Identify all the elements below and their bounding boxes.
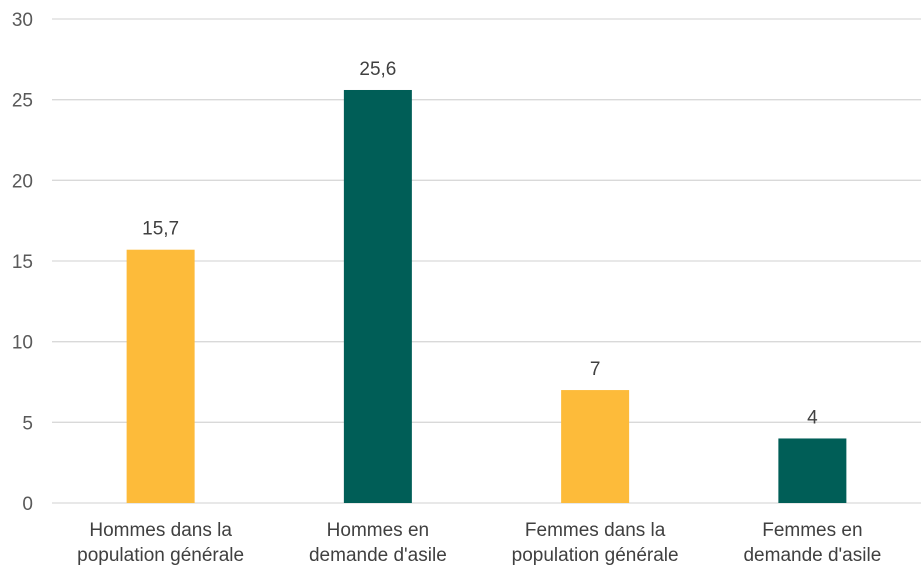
bar: [343, 89, 412, 503]
x-category-label: demande d'asile: [309, 545, 447, 566]
y-tick-label: 30: [12, 10, 33, 31]
bar: [561, 390, 630, 503]
bar: [778, 438, 847, 503]
x-category-label: population générale: [77, 545, 244, 566]
x-category-label: Femmes en: [762, 520, 862, 541]
y-tick-label: 5: [22, 413, 33, 434]
bars: [126, 89, 847, 503]
data-label: 25,6: [359, 59, 396, 80]
y-tick-label: 15: [12, 252, 33, 273]
y-tick-label: 0: [22, 494, 33, 515]
x-axis-labels: Hommes dans la population générale Hommes …: [77, 520, 881, 566]
data-labels: 15,7 25,6 7 4: [142, 59, 818, 428]
y-tick-label: 10: [12, 333, 33, 354]
x-category-label: population générale: [512, 545, 679, 566]
x-category-label: Hommes en: [327, 520, 429, 541]
gridlines: [52, 18, 921, 504]
data-label: 4: [807, 407, 818, 428]
y-axis-ticks: 0 5 10 15 20 25 30: [12, 10, 33, 515]
data-label: 7: [590, 359, 601, 380]
x-category-label: demande d'asile: [743, 545, 881, 566]
y-tick-label: 20: [12, 171, 33, 192]
y-tick-label: 25: [12, 91, 33, 112]
x-category-label: Hommes dans la: [89, 520, 232, 541]
x-category-label: Femmes dans la: [525, 520, 666, 541]
data-label: 15,7: [142, 219, 179, 240]
bar: [126, 249, 195, 503]
